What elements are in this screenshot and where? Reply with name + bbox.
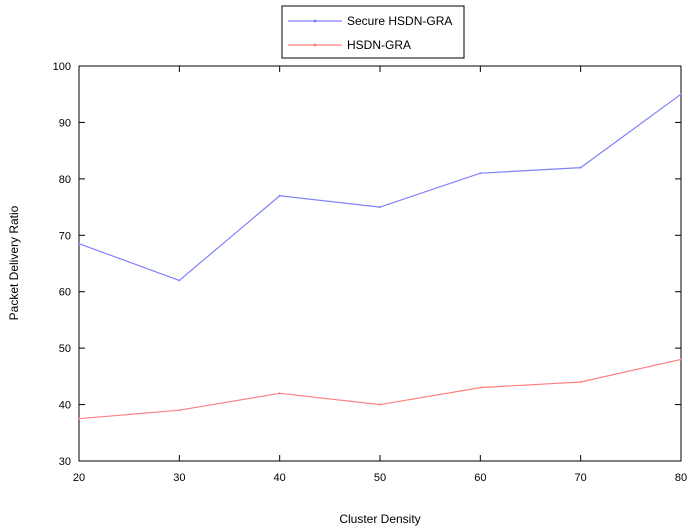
y-tick-label: 70 (59, 230, 71, 242)
x-tick-label: 80 (675, 472, 687, 484)
data-point (278, 392, 281, 395)
legend-label-1: HSDN-GRA (347, 38, 411, 52)
x-tick-label: 60 (474, 472, 486, 484)
x-axis-label: Cluster Density (339, 512, 420, 526)
data-point (178, 409, 181, 412)
series-line-0 (78, 93, 682, 282)
y-axis-label: Packet Delivery Ratio (7, 205, 21, 320)
y-tick-label: 30 (59, 456, 71, 468)
data-point (579, 166, 582, 169)
data-point (479, 172, 482, 175)
legend-marker-1 (313, 43, 317, 47)
y-tick-label: 40 (59, 400, 71, 412)
legend: Secure HSDN-GRA HSDN-GRA (281, 5, 465, 59)
y-tick-label: 80 (59, 174, 71, 186)
data-point (78, 417, 80, 420)
data-point (379, 206, 381, 209)
y-tick-label: 50 (59, 343, 71, 355)
data-point (379, 403, 381, 406)
legend-label-0: Secure HSDN-GRA (347, 14, 452, 28)
x-tick-label: 50 (374, 472, 386, 484)
x-tick-label: 30 (173, 472, 185, 484)
data-point (278, 194, 281, 197)
legend-marker-0 (313, 19, 317, 23)
data-point (579, 381, 582, 383)
data-point (680, 93, 682, 96)
data-point (680, 358, 682, 361)
legend-box (281, 5, 465, 59)
y-tick-label: 60 (59, 287, 71, 299)
x-tick-label: 70 (575, 472, 587, 484)
x-tick-label: 20 (73, 472, 85, 484)
axis-ticks (78, 65, 682, 462)
x-tick-label: 40 (274, 472, 286, 484)
y-tick-label: 100 (53, 61, 71, 73)
series-lines (78, 93, 682, 420)
plot-area (78, 65, 682, 462)
series-line-1 (78, 358, 682, 420)
data-point (479, 386, 482, 389)
data-point (78, 242, 80, 245)
y-tick-label: 90 (59, 117, 71, 129)
data-point (178, 279, 181, 282)
